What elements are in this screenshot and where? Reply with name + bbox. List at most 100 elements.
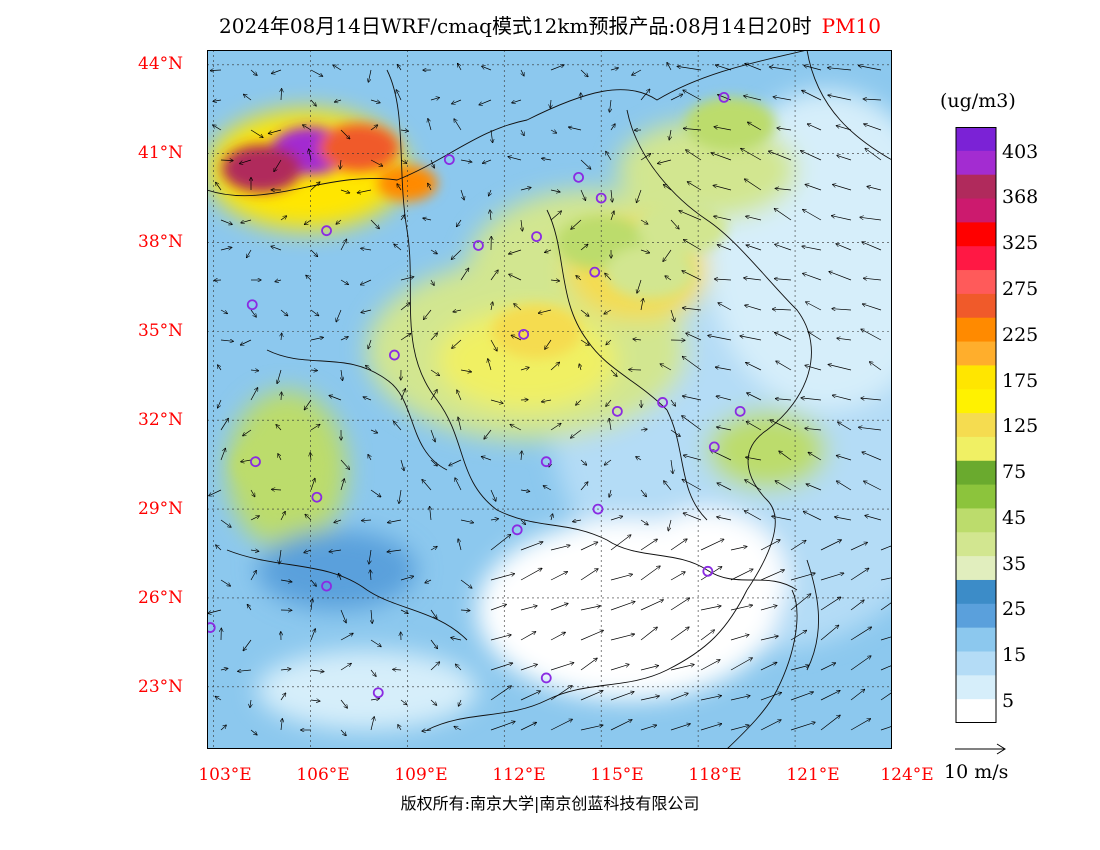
wind-vector [801, 398, 822, 400]
wind-vector [808, 452, 822, 461]
wind-vector [340, 279, 348, 284]
wind-vector [850, 690, 865, 701]
wind-vector [550, 190, 560, 192]
wind-vector [664, 185, 672, 191]
wind-vector [303, 125, 312, 131]
title-product: PM10 [821, 14, 881, 38]
wind-vector [606, 399, 612, 406]
wind-vector [490, 399, 503, 403]
wind-vector [520, 490, 530, 491]
wind-vector [700, 630, 714, 641]
wind-vector [280, 216, 287, 221]
wind-vector [280, 669, 291, 670]
wind-vector [670, 539, 687, 551]
wind-vector [863, 99, 882, 100]
wind-vector [400, 576, 414, 581]
wind-vector [550, 604, 568, 611]
wind-vector [341, 369, 343, 380]
wind-vector [880, 577, 892, 581]
wind-vector [580, 725, 603, 731]
wind-vector [865, 516, 882, 521]
wind-vector [371, 609, 372, 623]
wind-vector [511, 335, 522, 341]
wind-vector [670, 724, 690, 731]
wind-vector [400, 277, 414, 281]
wind-vector [820, 663, 835, 671]
wind-vector [370, 669, 376, 676]
legend-swatch-12 [956, 413, 996, 438]
wind-vector [281, 333, 282, 341]
wind-vector [804, 511, 822, 521]
wind-vector [802, 246, 822, 251]
city-marker-14 [708, 441, 720, 453]
wind-vector [550, 65, 564, 71]
legend-swatch-1 [956, 150, 996, 176]
wind-vector [430, 98, 439, 100]
wind-vector [808, 332, 822, 341]
wind-vector [850, 542, 867, 551]
wind-vector [571, 429, 582, 438]
legend-swatch-14 [956, 460, 996, 486]
wind-vector [370, 159, 383, 166]
wind-vector [820, 715, 840, 731]
lon-label-124e: 124°E [880, 765, 934, 785]
legend-label-368: 368 [1002, 186, 1039, 208]
wind-vector [454, 119, 462, 131]
wind-vector [700, 696, 721, 701]
wind-vector [861, 329, 882, 341]
lon-label-118e: 118°E [688, 765, 742, 785]
wind-vector [520, 691, 540, 701]
wind-vector [864, 124, 882, 131]
wind-vector [454, 727, 462, 731]
wind-vector [580, 569, 598, 581]
wind-vector [430, 390, 437, 401]
wind-vector [240, 159, 252, 164]
lat-label-44n: 44°N [138, 54, 184, 74]
wind-vector [340, 129, 350, 139]
wind-vector [457, 219, 462, 227]
wind-vector [774, 209, 792, 221]
wind-vector [610, 124, 615, 131]
wind-vector [580, 691, 603, 701]
wind-vector [452, 99, 462, 104]
wind-vector [250, 309, 256, 317]
wind-vector [280, 693, 286, 701]
wind-vector [400, 215, 405, 221]
wind-vector [640, 519, 648, 525]
wind-vector [250, 489, 255, 497]
wind-vector [393, 669, 402, 670]
wind-vector [880, 725, 892, 731]
wind-vector [458, 539, 462, 551]
wind-vector [453, 310, 462, 312]
wind-vector [430, 547, 437, 551]
city-marker-2 [573, 171, 584, 183]
wind-vector [244, 94, 252, 101]
wind-vector [679, 211, 702, 221]
wind-vector [370, 430, 377, 433]
lon-label-112e: 112°E [492, 765, 546, 785]
legend-swatch-0 [956, 127, 996, 152]
wind-vector [430, 662, 440, 671]
legend-label-275: 275 [1002, 278, 1039, 300]
wind-vector [682, 271, 702, 281]
city-markers [207, 91, 746, 699]
wind-vector [610, 516, 623, 521]
wind-vector [542, 158, 552, 160]
legend-swatch-17 [956, 532, 996, 557]
wind-vector [580, 630, 603, 641]
wind-vector [779, 451, 792, 461]
legend-label-35: 35 [1002, 553, 1027, 575]
graticule [207, 50, 892, 749]
city-marker-18 [592, 503, 604, 515]
pollution-hotspot-7 [233, 437, 324, 492]
wind-vector [400, 130, 408, 131]
wind-vector [357, 189, 372, 193]
lat-label-29n: 29°N [138, 499, 184, 519]
wind-vector [850, 568, 869, 581]
wind-vector [640, 89, 650, 101]
wind-vector [832, 216, 852, 221]
wind-vector [521, 129, 524, 136]
city-marker-13 [734, 405, 746, 417]
wind-vector [362, 520, 372, 521]
reference-wind-arrow [955, 743, 1006, 755]
